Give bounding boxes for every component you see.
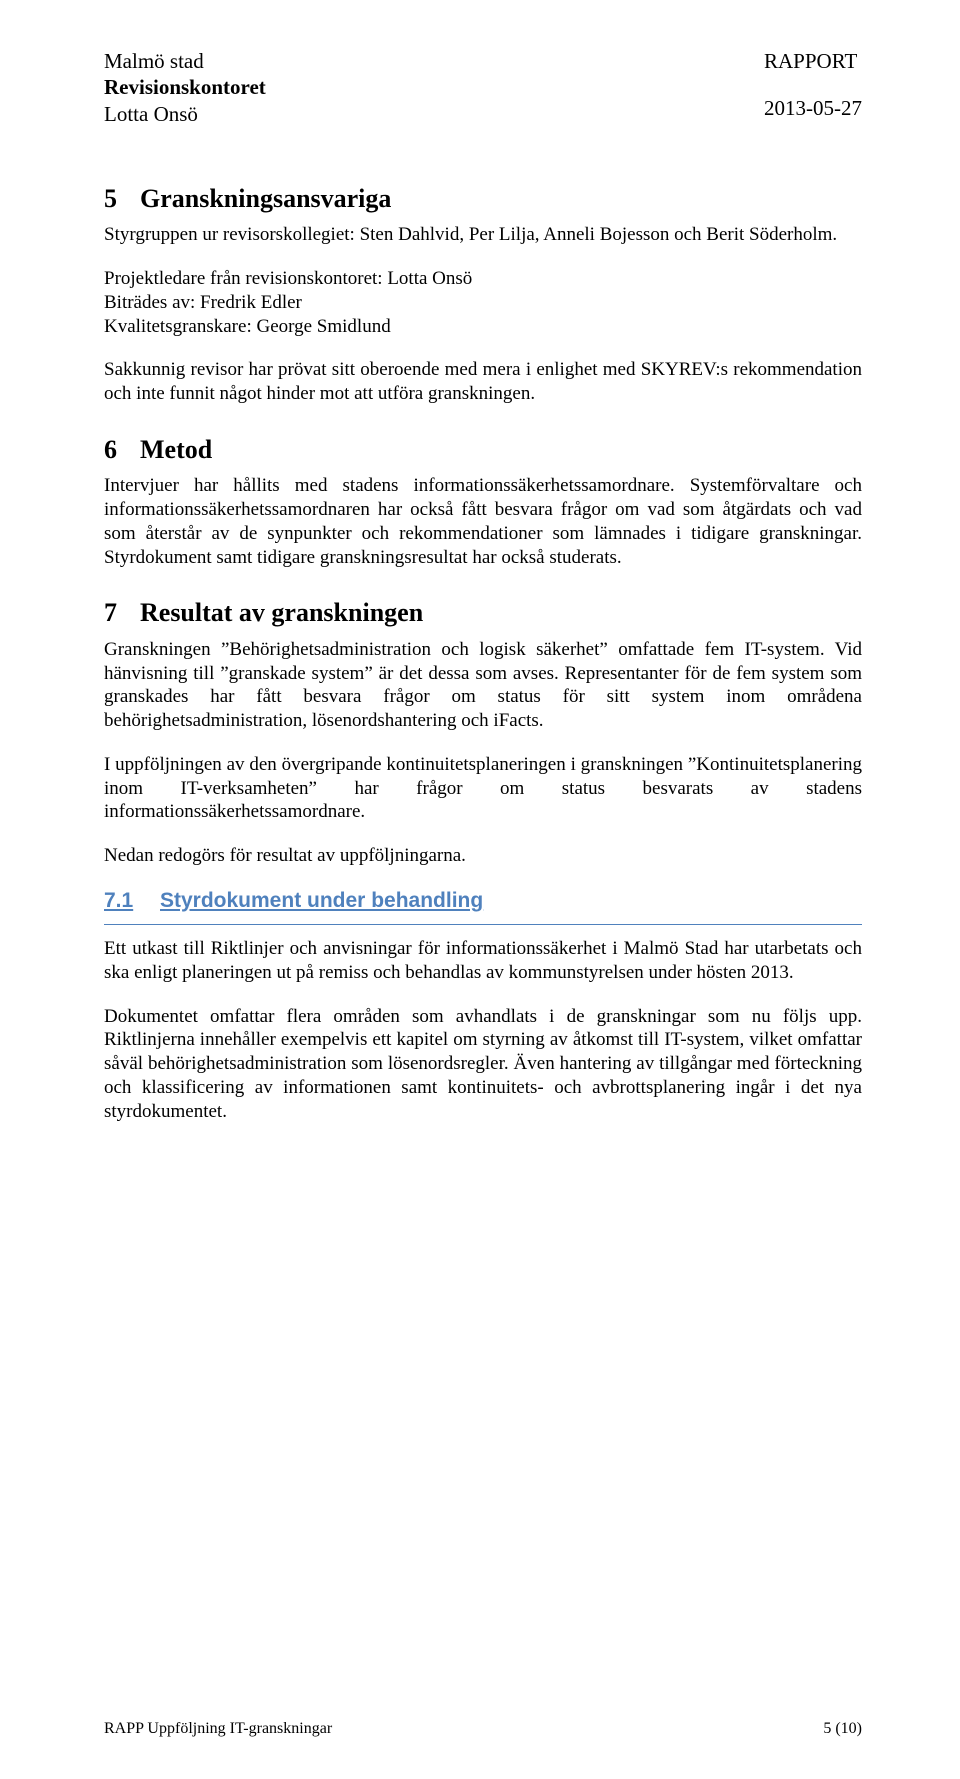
section-5-heading: Granskningsansvariga bbox=[140, 184, 391, 213]
header-org: Malmö stad bbox=[104, 48, 266, 74]
page: Malmö stad Revisionskontoret Lotta Onsö … bbox=[0, 0, 960, 1779]
section-7-p3: Nedan redogörs för resultat av uppföljni… bbox=[104, 844, 862, 868]
section-7-p2: I uppföljningen av den övergripande kont… bbox=[104, 753, 862, 824]
subsection-7-1-p1: Ett utkast till Riktlinjer och anvisning… bbox=[104, 937, 862, 985]
section-7-heading: Resultat av granskningen bbox=[140, 598, 423, 627]
subsection-7-1-heading: 7.1Styrdokument under behandling bbox=[104, 888, 862, 914]
footer-left: RAPP Uppföljning IT-granskningar bbox=[104, 1719, 332, 1739]
section-6-heading: Metod bbox=[140, 435, 212, 464]
header-name: Lotta Onsö bbox=[104, 101, 266, 127]
section-5-p2c: Kvalitetsgranskare: George Smidlund bbox=[104, 315, 862, 339]
section-7: 7Resultat av granskningen Granskningen ”… bbox=[104, 597, 862, 1123]
section-5: 5Granskningsansvariga Styrgruppen ur rev… bbox=[104, 183, 862, 406]
section-5-p2a: Projektledare från revisionskontoret: Lo… bbox=[104, 267, 862, 291]
header-date: 2013-05-27 bbox=[764, 95, 862, 121]
section-7-p1: Granskningen ”Behörighetsadministration … bbox=[104, 638, 862, 733]
section-6-p1: Intervjuer har hållits med stadens infor… bbox=[104, 474, 862, 569]
section-5-p3: Sakkunnig revisor har prövat sitt oberoe… bbox=[104, 358, 862, 406]
page-footer: RAPP Uppföljning IT-granskningar 5 (10) bbox=[104, 1719, 862, 1739]
subsection-rule bbox=[104, 924, 862, 925]
header-right: RAPPORT 2013-05-27 bbox=[764, 48, 862, 127]
footer-right: 5 (10) bbox=[823, 1719, 862, 1739]
subsection-7-1-p2: Dokumentet omfattar flera områden som av… bbox=[104, 1005, 862, 1124]
header-dept: Revisionskontoret bbox=[104, 74, 266, 100]
section-5-p2b: Biträdes av: Fredrik Edler bbox=[104, 291, 862, 315]
header-left: Malmö stad Revisionskontoret Lotta Onsö bbox=[104, 48, 266, 127]
section-5-p1: Styrgruppen ur revisorskollegiet: Sten D… bbox=[104, 223, 862, 247]
section-6-title: 6Metod bbox=[104, 434, 862, 467]
page-header: Malmö stad Revisionskontoret Lotta Onsö … bbox=[104, 48, 862, 127]
section-7-num: 7 bbox=[104, 597, 140, 630]
header-type: RAPPORT bbox=[764, 48, 862, 74]
section-7-title: 7Resultat av granskningen bbox=[104, 597, 862, 630]
subsection-7-1-num: 7.1 bbox=[104, 888, 160, 914]
section-5-title: 5Granskningsansvariga bbox=[104, 183, 862, 216]
section-6-num: 6 bbox=[104, 434, 140, 467]
section-6: 6Metod Intervjuer har hållits med staden… bbox=[104, 434, 862, 570]
section-5-num: 5 bbox=[104, 183, 140, 216]
subsection-7-1-title: Styrdokument under behandling bbox=[160, 889, 483, 912]
